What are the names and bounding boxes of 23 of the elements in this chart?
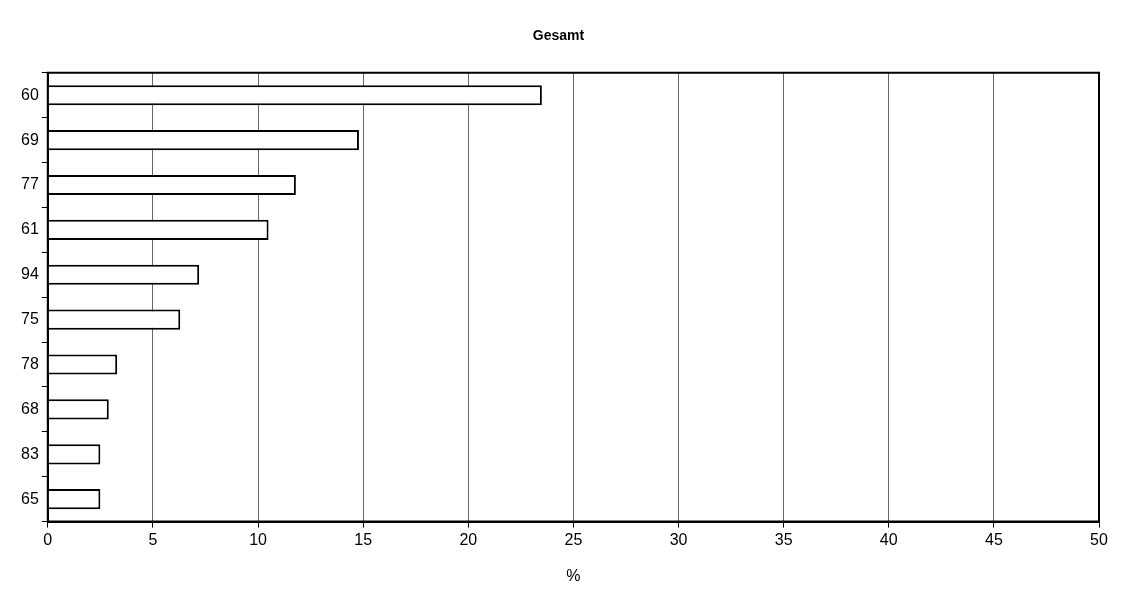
x-tick-label: 20 (459, 530, 478, 548)
y-tick-label: 60 (21, 85, 39, 103)
x-tick-label: 35 (774, 530, 793, 548)
y-tick-label: 61 (21, 220, 39, 238)
y-tick-label: 75 (21, 310, 39, 328)
y-tick-label: 65 (21, 489, 39, 507)
y-tick-label: 68 (21, 399, 39, 417)
x-tick-label: 0 (43, 530, 53, 548)
x-tick-label: 45 (984, 530, 1003, 548)
x-tick-label: 50 (1090, 530, 1108, 548)
y-tick-label: 94 (21, 265, 39, 283)
x-axis-title: % (566, 566, 581, 584)
x-tick-label: 5 (148, 530, 158, 548)
x-tick-label: 25 (564, 530, 583, 548)
y-tick-label: 69 (21, 130, 39, 148)
x-tick-label: 15 (354, 530, 373, 548)
x-tick-label: 30 (669, 530, 688, 548)
y-tick-label: 77 (21, 175, 39, 193)
y-tick-label: 78 (21, 354, 39, 372)
x-tick-label: 40 (879, 530, 898, 548)
x-tick-label: 10 (249, 530, 268, 548)
chart-title: Gesamt (532, 27, 585, 44)
y-tick-label: 83 (21, 444, 39, 462)
